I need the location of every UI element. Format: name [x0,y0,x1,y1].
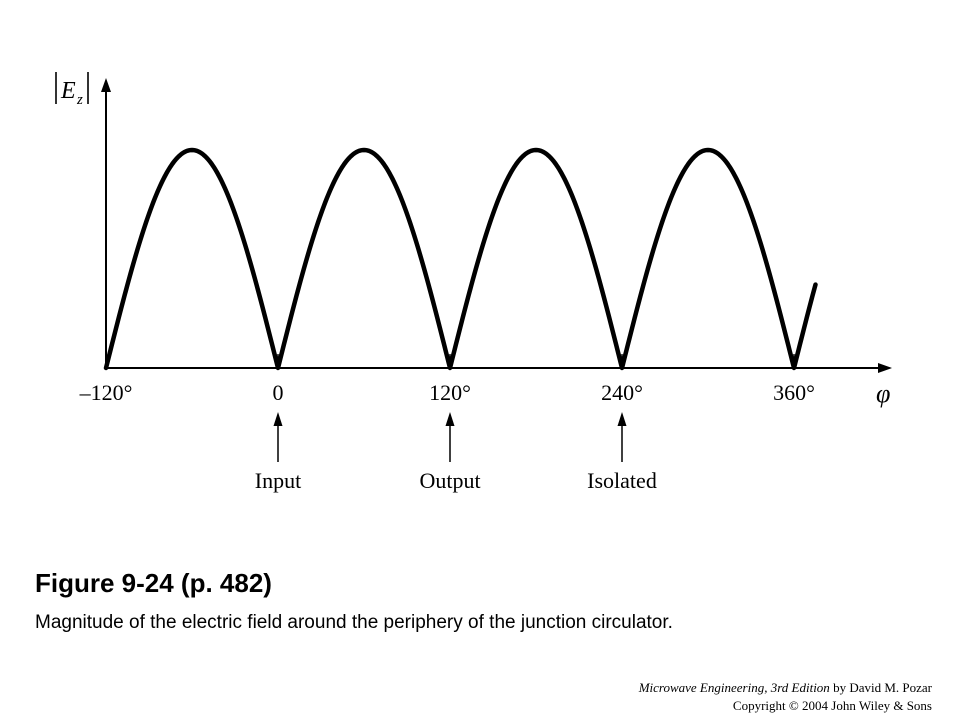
y-axis-arrow [101,78,111,92]
x-tick-label: 120° [429,380,471,405]
x-tick-label: 0 [273,380,284,405]
marker-arrow-head [445,412,455,426]
x-axis-arrow [878,363,892,373]
x-tick-label: –120° [79,380,133,405]
marker-arrow-head [617,412,627,426]
x-tick-label: 240° [601,380,643,405]
field-curve [103,147,818,371]
copyright-notice: Copyright © 2004 John Wiley & Sons [732,698,932,713]
x-axis-label: φ [876,379,890,408]
field-magnitude-chart: E z φ –120° 0 120° 240° 360° Input Output Isol… [55,72,892,493]
y-label-sub: z [76,92,83,108]
chart-axes [101,78,892,373]
marker-label: Output [419,468,480,493]
port-markers: Input Output Isolated [255,412,657,493]
marker-label: Input [255,468,301,493]
book-author: by David M. Pozar [829,680,932,695]
figure-title: Figure 9-24 (p. 482) [35,568,272,598]
book-credit: Microwave Engineering, 3rd Edition by Da… [639,680,932,696]
book-title: Microwave Engineering, 3rd Edition [638,680,830,695]
figure-caption: Magnitude of the electric field around t… [35,612,673,633]
series-line [103,147,818,371]
y-axis-label: E z [55,72,89,108]
x-ticks: –120° 0 120° 240° 360° [79,354,815,405]
x-tick-label: 360° [773,380,815,405]
marker-arrow-head [273,412,283,426]
marker-label: Isolated [587,468,657,493]
y-label-base: E [60,78,76,104]
